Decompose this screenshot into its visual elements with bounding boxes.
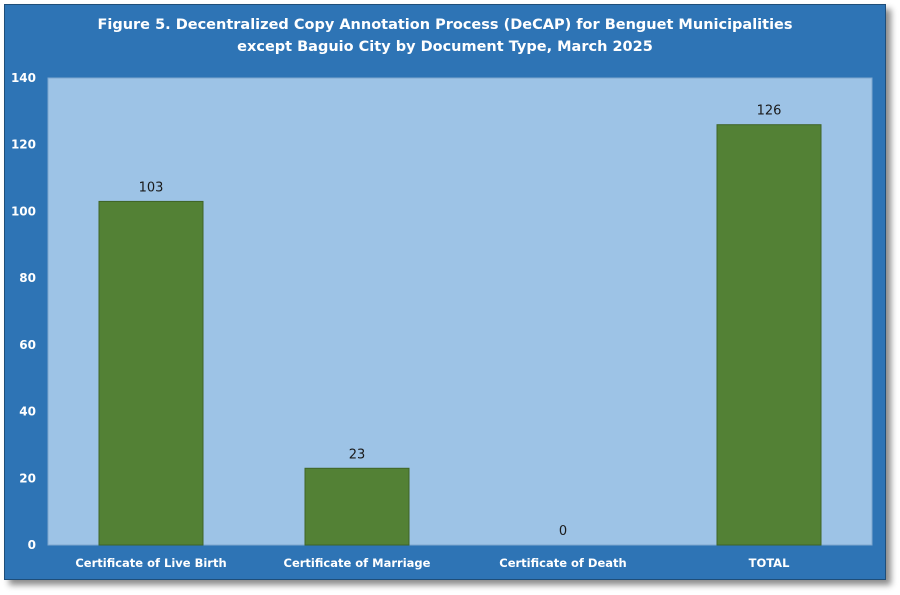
category-label: Certificate of Death — [499, 556, 626, 570]
bar — [716, 124, 822, 546]
category-label: Certificate of Live Birth — [75, 556, 226, 570]
bar — [98, 200, 204, 546]
y-tick-label: 0 — [28, 538, 36, 552]
data-label: 103 — [139, 180, 164, 195]
y-tick-label: 140 — [11, 71, 36, 85]
y-axis-ticks: 0 20 40 60 80 100 120 140 — [11, 71, 36, 552]
y-tick-label: 40 — [19, 405, 36, 419]
y-tick-label: 60 — [19, 338, 36, 352]
y-tick-label: 80 — [19, 271, 36, 285]
data-label: 126 — [757, 104, 782, 119]
y-tick-label: 120 — [11, 138, 36, 152]
y-tick-label: 20 — [19, 471, 36, 485]
chart-title-line-2: except Baguio City by Document Type, Mar… — [237, 39, 653, 55]
chart-title: Figure 5. Decentralized Copy Annotation … — [4, 14, 886, 58]
data-labels: 103 23 0 126 — [139, 104, 782, 539]
category-label: Certificate of Marriage — [284, 556, 431, 570]
data-label: 0 — [559, 524, 567, 539]
data-label: 23 — [349, 447, 366, 462]
bar — [304, 467, 410, 546]
bars — [98, 124, 822, 546]
category-labels: Certificate of Live Birth Certificate of … — [75, 556, 790, 570]
chart-title-line-1: Figure 5. Decentralized Copy Annotation … — [97, 17, 793, 33]
y-tick-label: 100 — [11, 204, 36, 218]
category-label: TOTAL — [749, 556, 790, 570]
